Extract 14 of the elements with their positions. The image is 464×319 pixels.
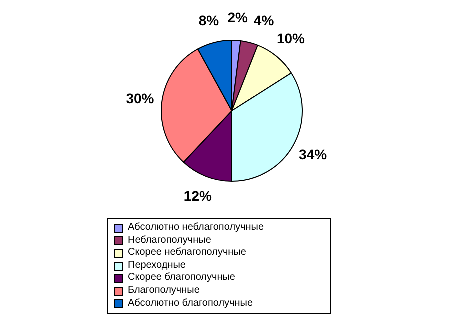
legend-label: Абсолютно благополучные <box>128 298 254 310</box>
data-label: 30% <box>126 90 155 106</box>
data-label: 2% <box>228 10 248 26</box>
data-label: 10% <box>276 30 306 47</box>
legend-label: Скорее неблагополучные <box>128 247 246 260</box>
legend-label: Переходные <box>128 260 186 272</box>
legend-label: Неблагополучные <box>128 234 212 248</box>
data-label: 34% <box>299 146 328 162</box>
data-label: 12% <box>184 188 213 204</box>
legend-label: Скорее благополучные <box>128 272 236 285</box>
legend-label: Абсолютно неблагополучные <box>128 222 264 235</box>
data-label: 4% <box>254 12 275 28</box>
data-label: 8% <box>198 12 220 28</box>
legend-label: Благополучные <box>128 284 200 298</box>
